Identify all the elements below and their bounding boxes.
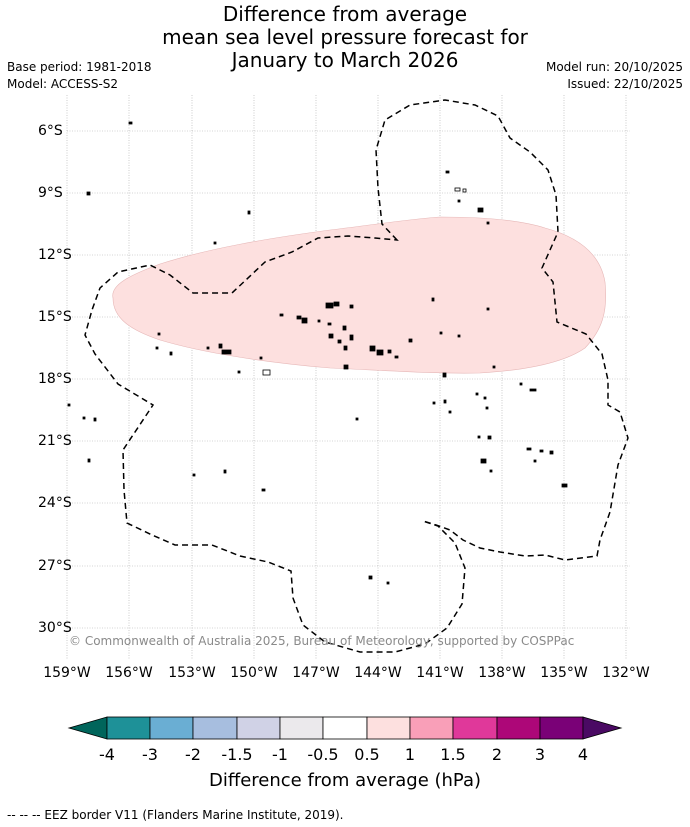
colorbar-tick-8: 1.5 bbox=[440, 745, 466, 764]
lat-label-24s: 24°S bbox=[38, 495, 72, 511]
colorbar-seg-6 bbox=[322, 716, 368, 740]
lon-label-132w: 132°W bbox=[602, 665, 650, 681]
colorbar-seg-4 bbox=[236, 716, 281, 740]
lat-label-30s: 30°S bbox=[38, 620, 72, 636]
colorbar-seg-2 bbox=[149, 716, 194, 740]
meta-left: Base period: 1981-2018 Model: ACCESS-S2 bbox=[7, 59, 152, 93]
colorbar-tick-0: -4 bbox=[99, 745, 115, 764]
lon-label-159w: 159°W bbox=[43, 665, 91, 681]
anomaly-region-positive bbox=[112, 216, 606, 374]
lat-label-18s: 18°S bbox=[38, 371, 72, 387]
colorbar-tick-4: -1 bbox=[272, 745, 288, 764]
colorbar-tick-2: -2 bbox=[185, 745, 201, 764]
colorbar-seg-10 bbox=[496, 716, 541, 740]
map-panel bbox=[66, 95, 630, 660]
colorbar-seg-1 bbox=[106, 716, 151, 740]
meta-right: Model run: 20/10/2025 Issued: 22/10/2025 bbox=[546, 59, 683, 93]
lon-label-156w: 156°W bbox=[105, 665, 153, 681]
lat-label-27s: 27°S bbox=[38, 558, 72, 574]
lat-label-9s: 9°S bbox=[38, 185, 63, 201]
colorbar-seg-7 bbox=[366, 716, 411, 740]
colorbar-tick-9: 2 bbox=[491, 745, 503, 764]
lat-label-21s: 21°S bbox=[38, 433, 72, 449]
lat-label-6s: 6°S bbox=[38, 123, 63, 139]
islands bbox=[67, 121, 568, 585]
colorbar-label: Difference from average (hPa) bbox=[208, 770, 482, 791]
copyright-credit: © Commonwealth of Australia 2025, Bureau… bbox=[69, 634, 575, 648]
lon-label-147w: 147°W bbox=[292, 665, 340, 681]
colorbar-seg-0 bbox=[67, 716, 108, 740]
lon-label-150w: 150°W bbox=[230, 665, 278, 681]
model-name: Model: ACCESS-S2 bbox=[7, 77, 119, 91]
colorbar-seg-9 bbox=[452, 716, 498, 740]
colorbar-seg-5 bbox=[279, 716, 324, 740]
colorbar-seg-3 bbox=[192, 716, 238, 740]
lat-label-12s: 12°S bbox=[38, 247, 72, 263]
lon-label-141w: 141°W bbox=[416, 665, 464, 681]
lon-label-153w: 153°W bbox=[168, 665, 216, 681]
model-run: Model run: 20/10/2025 bbox=[545, 60, 683, 74]
lat-label-15s: 15°S bbox=[38, 309, 72, 325]
colorbar-tick-6: 0.5 bbox=[354, 745, 380, 764]
base-period: Base period: 1981-2018 bbox=[7, 60, 152, 74]
colorbar-seg-11 bbox=[539, 716, 584, 740]
colorbar-seg-8 bbox=[409, 716, 454, 740]
lon-label-144w: 144°W bbox=[354, 665, 402, 681]
colorbar-tick-11: 4 bbox=[577, 745, 589, 764]
colorbar-tick-7: 1 bbox=[404, 745, 416, 764]
colorbar-tick-5: -0.5 bbox=[307, 745, 339, 764]
lon-label-135w: 135°W bbox=[540, 665, 588, 681]
colorbar-tick-10: 3 bbox=[534, 745, 546, 764]
title-line-1: Difference from average bbox=[222, 2, 468, 26]
issued-date: Issued: 22/10/2025 bbox=[567, 77, 683, 91]
lon-label-138w: 138°W bbox=[478, 665, 526, 681]
eez-border bbox=[84, 99, 629, 653]
footer-legend: -- -- -- EEZ border V11 (Flanders Marine… bbox=[7, 808, 344, 822]
colorbar-seg-12 bbox=[582, 716, 623, 740]
colorbar-tick-3: -1.5 bbox=[221, 745, 253, 764]
title-line-2: mean sea level pressure forecast for bbox=[162, 25, 528, 49]
title-line-3: January to March 2026 bbox=[231, 48, 459, 72]
gridlines bbox=[66, 95, 630, 660]
colorbar-tick-1: -3 bbox=[142, 745, 158, 764]
